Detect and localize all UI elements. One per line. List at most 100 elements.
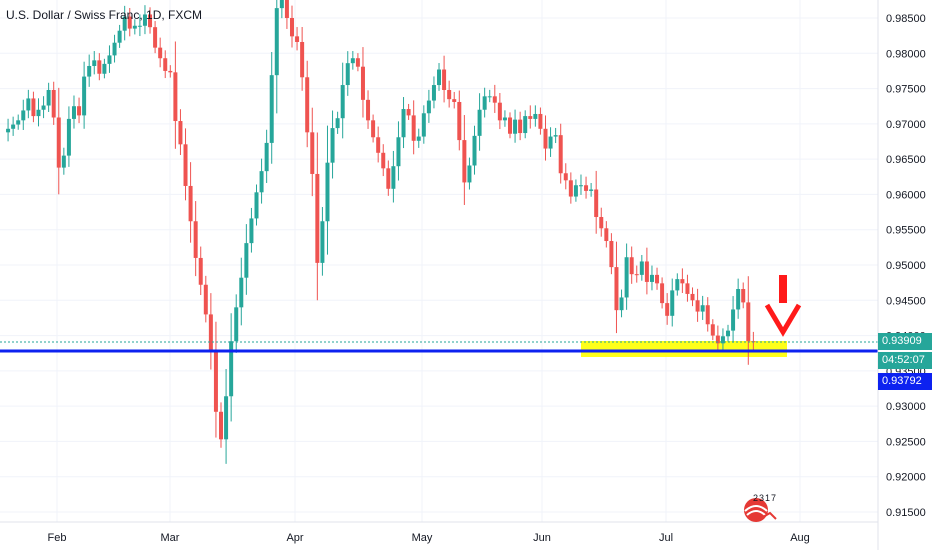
candle-body xyxy=(391,166,396,189)
candle xyxy=(66,106,71,167)
candle xyxy=(639,254,644,281)
candle-body xyxy=(122,16,127,31)
candle-body xyxy=(371,120,376,138)
candle-body xyxy=(198,257,203,285)
candle xyxy=(51,81,56,125)
candle-body xyxy=(31,98,36,117)
candle-body xyxy=(741,288,746,303)
candle xyxy=(56,87,61,195)
candle xyxy=(148,7,153,34)
candle xyxy=(736,278,741,319)
price-tick-label: 0.98500 xyxy=(886,13,926,25)
candle-body xyxy=(229,341,234,397)
candle-body xyxy=(320,221,325,263)
candle-body xyxy=(381,152,386,169)
candle xyxy=(97,53,102,81)
candle xyxy=(416,128,421,148)
candle-body xyxy=(153,27,158,48)
candle-body xyxy=(193,221,198,258)
candle-body xyxy=(578,185,583,187)
candle-body xyxy=(431,85,436,101)
candle-body xyxy=(315,173,320,263)
price-tick-label: 0.95000 xyxy=(886,260,926,272)
candle xyxy=(467,157,472,190)
candle-body xyxy=(649,274,654,282)
candle-body xyxy=(746,302,751,342)
candle xyxy=(289,5,294,48)
price-tick-label: 0.91500 xyxy=(886,507,926,519)
candle xyxy=(77,97,82,124)
candle xyxy=(655,267,660,290)
candle-body xyxy=(487,96,492,98)
candle xyxy=(533,105,538,127)
price-tick-label: 0.96000 xyxy=(886,189,926,201)
candle-body xyxy=(421,113,426,137)
candle-body xyxy=(695,300,700,312)
candle xyxy=(513,109,518,143)
candle xyxy=(665,293,670,325)
candle xyxy=(629,246,634,284)
candle xyxy=(168,65,173,78)
candle-body xyxy=(467,165,472,183)
candle-body xyxy=(158,47,163,59)
candle-body xyxy=(477,109,482,136)
candle xyxy=(305,60,310,148)
candle-body xyxy=(411,115,416,141)
candle-body xyxy=(680,279,685,284)
candle-body xyxy=(675,279,680,291)
time-axis[interactable]: Feb Mar Apr May Jun Jul Aug xyxy=(48,532,810,544)
candle-body xyxy=(219,411,224,440)
candle-body xyxy=(690,293,695,301)
candle xyxy=(477,93,482,151)
candle-body xyxy=(665,303,670,316)
candle-body xyxy=(249,218,254,244)
logo-text: 2317 xyxy=(753,493,778,503)
candle-body xyxy=(345,63,350,86)
price-tick-label: 0.97000 xyxy=(886,119,926,131)
candle-body xyxy=(244,243,249,278)
candle xyxy=(401,97,406,149)
candle-body xyxy=(269,75,274,143)
candle-body xyxy=(127,16,132,29)
candle xyxy=(310,107,315,197)
candle-body xyxy=(508,117,512,134)
candle-body xyxy=(660,283,665,304)
candle-body xyxy=(568,180,573,197)
candle-body xyxy=(639,261,644,275)
candle xyxy=(518,111,523,141)
candle xyxy=(112,34,117,63)
candle xyxy=(502,110,507,127)
candle xyxy=(366,90,371,129)
candle xyxy=(219,402,224,448)
candle xyxy=(244,224,249,295)
candle-body xyxy=(624,257,629,298)
candle xyxy=(254,184,259,226)
candle-body xyxy=(16,120,21,125)
candle xyxy=(142,5,147,35)
candle-body xyxy=(442,69,447,90)
candle-body xyxy=(340,85,345,119)
candle-body xyxy=(609,241,614,268)
candle-body xyxy=(208,314,213,351)
candle xyxy=(624,243,629,310)
candle xyxy=(508,112,512,139)
support-price-tag: 0.93792 xyxy=(878,373,932,390)
candle-body xyxy=(452,99,457,102)
candle xyxy=(284,0,289,29)
candle-body xyxy=(173,72,178,122)
price-axis[interactable]: 0.98500 0.98000 0.97500 0.97000 0.96500 0.960… xyxy=(886,13,926,519)
candle-body xyxy=(401,109,406,138)
candle-body xyxy=(51,89,56,118)
candle-body xyxy=(117,30,122,43)
candle xyxy=(680,268,685,294)
candle xyxy=(320,207,325,276)
candle-body xyxy=(224,396,229,440)
candle-body xyxy=(142,14,147,26)
candle xyxy=(132,19,137,35)
time-tick-label: Apr xyxy=(286,532,303,544)
candle xyxy=(350,51,355,70)
candle-body xyxy=(350,58,355,64)
grid xyxy=(0,0,878,522)
candle-body xyxy=(112,42,117,56)
